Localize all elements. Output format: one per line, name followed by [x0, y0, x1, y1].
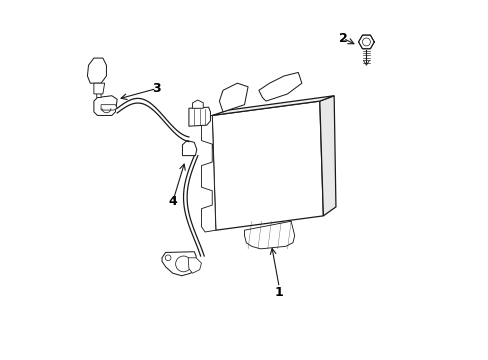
- Polygon shape: [101, 105, 117, 110]
- Polygon shape: [212, 96, 333, 116]
- Polygon shape: [258, 72, 301, 101]
- Polygon shape: [212, 101, 323, 230]
- Polygon shape: [94, 83, 104, 94]
- Polygon shape: [192, 100, 203, 108]
- Text: 1: 1: [274, 287, 283, 300]
- Polygon shape: [182, 140, 196, 156]
- Polygon shape: [358, 35, 373, 49]
- Polygon shape: [244, 221, 294, 249]
- Polygon shape: [188, 107, 210, 126]
- Polygon shape: [201, 116, 215, 232]
- Text: 2: 2: [338, 32, 347, 45]
- Polygon shape: [94, 96, 117, 116]
- Text: 3: 3: [152, 82, 161, 95]
- Polygon shape: [97, 87, 101, 98]
- Polygon shape: [87, 58, 106, 83]
- Text: 4: 4: [168, 195, 177, 208]
- Polygon shape: [162, 252, 196, 276]
- Polygon shape: [319, 96, 335, 216]
- Polygon shape: [188, 258, 201, 273]
- Polygon shape: [219, 83, 247, 112]
